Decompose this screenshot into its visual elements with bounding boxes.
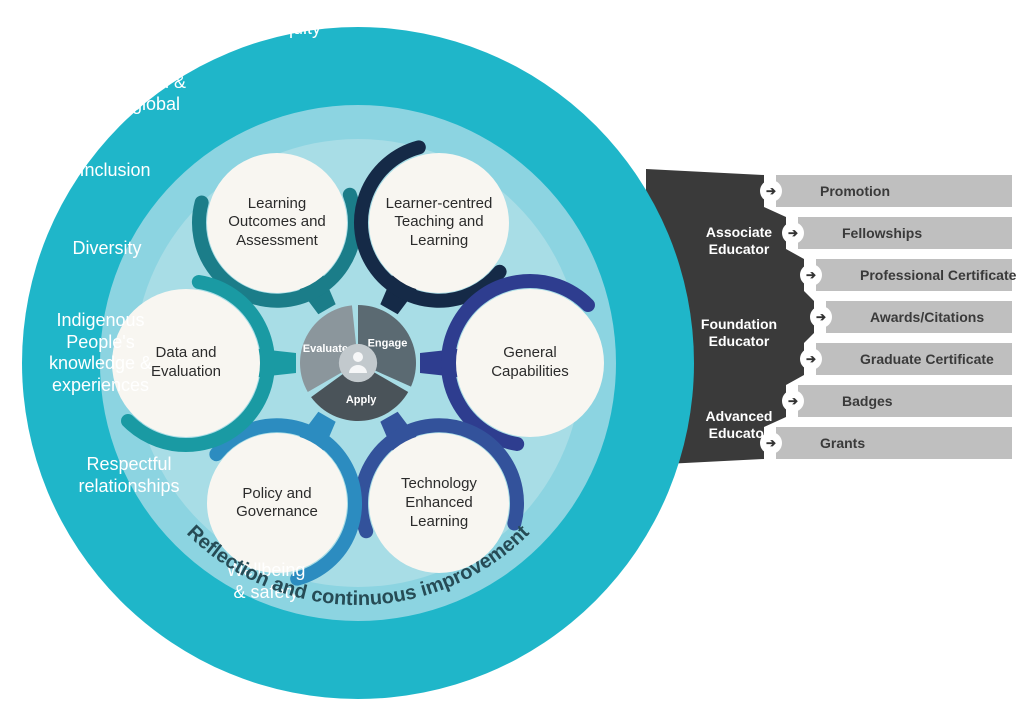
tier-label: AssociateEducator [684, 224, 794, 258]
tier-label: FoundationEducator [684, 316, 794, 350]
diagram-stage: ➔Promotion➔Fellowships➔Professional Cert… [0, 0, 1021, 709]
tier-label: AdvancedEducator [684, 408, 794, 442]
reflection-arc: Reflection and continuous improvement [0, 0, 1021, 709]
reflection-text: Reflection and continuous improvement [183, 521, 534, 610]
